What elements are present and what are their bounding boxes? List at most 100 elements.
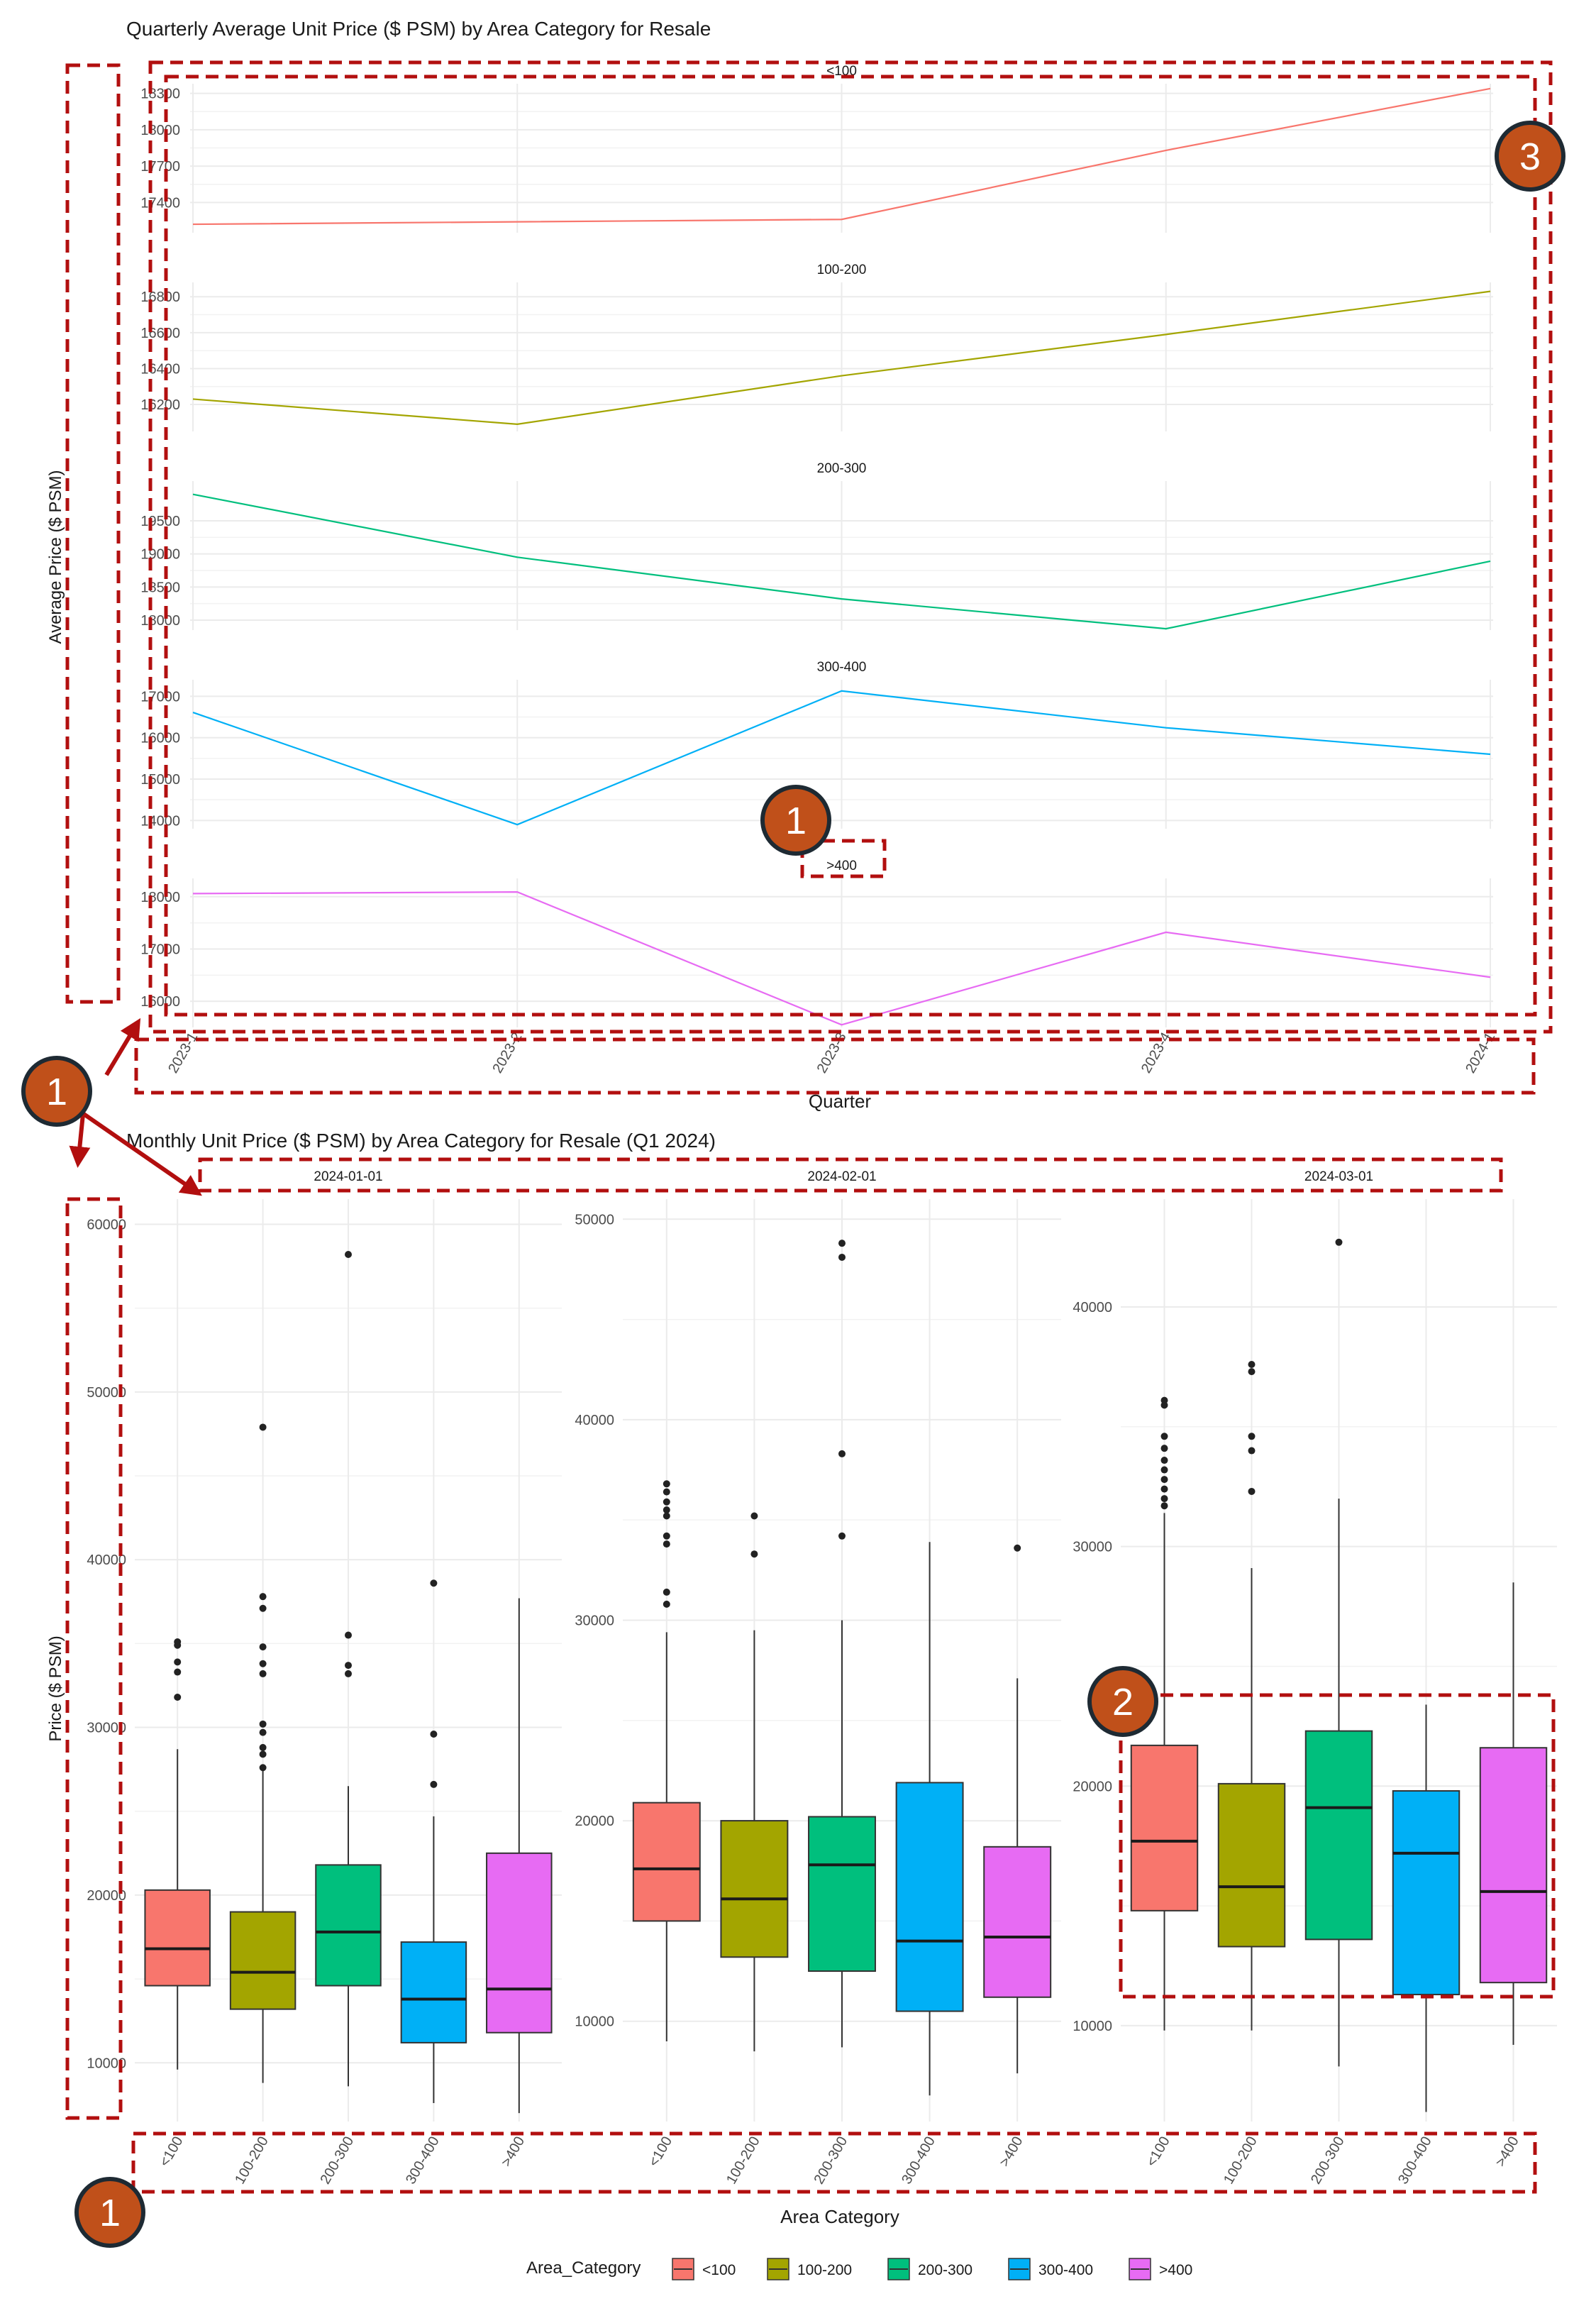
- outlier-point: [838, 1450, 846, 1457]
- y-tick-label: 16000: [140, 731, 180, 746]
- annotation-badge-1-axes: 1: [21, 1056, 92, 1127]
- outlier-point: [663, 1488, 670, 1496]
- y-tick-label: 20000: [1073, 1779, 1112, 1794]
- annotation-box-box-y-axis: [65, 1197, 123, 2120]
- y-tick-label: 50000: [575, 1212, 614, 1228]
- x-tick-label: 200-300: [1308, 2134, 1348, 2188]
- x-tick-label: >400: [997, 2134, 1026, 2170]
- x-tick-label: 300-400: [899, 2134, 938, 2188]
- box-iqr: [1304, 1730, 1373, 1941]
- box-iqr: [808, 1816, 876, 1973]
- outlier-point: [1160, 1502, 1168, 1510]
- outlier-point: [1248, 1447, 1256, 1455]
- y-tick-label: 18300: [140, 87, 180, 102]
- outlier-point: [1160, 1466, 1168, 1474]
- outlier-point: [430, 1780, 438, 1788]
- box-iqr: [632, 1802, 701, 1922]
- annotation-box-line-panels: [148, 60, 1553, 1034]
- box-chart-x-label: Area Category: [780, 2206, 899, 2227]
- badge-circle: [74, 2177, 145, 2248]
- outlier-point: [430, 1731, 438, 1738]
- outlier-point: [1160, 1396, 1168, 1404]
- x-tick-label: 2023-1: [165, 1030, 201, 1076]
- y-tick-label: 18000: [140, 890, 180, 905]
- y-tick-label: 30000: [1073, 1540, 1112, 1555]
- box-iqr: [1130, 1744, 1199, 1911]
- outlier-point: [1160, 1433, 1168, 1440]
- y-tick-label: 50000: [87, 1385, 126, 1401]
- y-tick-label: 16600: [140, 326, 180, 341]
- outlier-point: [663, 1588, 670, 1596]
- series-line-200-300: [192, 493, 1491, 630]
- legend-item-200-300: 200-300: [887, 2258, 972, 2280]
- annotation-box-iqr-region: [1119, 1693, 1556, 1999]
- y-tick-label: 40000: [575, 1413, 614, 1428]
- x-tick-label: 100-200: [1221, 2134, 1260, 2188]
- x-tick-label: 2023-2: [489, 1030, 525, 1076]
- facet-4: >400 16000 17000 18000: [140, 859, 1493, 1027]
- x-tick-label: >400: [1492, 2134, 1522, 2170]
- box-panel-strip-label: 2024-01-01: [314, 1169, 382, 1184]
- outlier-point: [430, 1579, 438, 1587]
- box-chart-title: Monthly Unit Price ($ PSM) by Area Categ…: [126, 1130, 716, 1152]
- outlier-point: [1248, 1433, 1256, 1440]
- x-tick-label: 2024-1: [1463, 1030, 1498, 1076]
- x-tick-label: 200-300: [811, 2134, 851, 2188]
- annotation-arrow: [69, 1106, 91, 1168]
- x-tick-label: 2023-4: [1138, 1030, 1174, 1076]
- outlier-point: [663, 1506, 670, 1514]
- x-tick-label: 200-300: [318, 2134, 358, 2188]
- facet-strip-label: 100-200: [817, 263, 867, 277]
- y-tick-label: 19000: [140, 547, 180, 563]
- outlier-point: [174, 1658, 182, 1666]
- outlier-point: [259, 1750, 267, 1758]
- outlier-point: [174, 1694, 182, 1701]
- y-tick-label: 10000: [1073, 2019, 1112, 2034]
- box-iqr: [1479, 1747, 1548, 1984]
- box-iqr: [229, 1911, 297, 2010]
- box-iqr: [895, 1782, 964, 2012]
- y-tick-label: 16000: [140, 994, 180, 1010]
- facet-3: 300-400 14000 15000 16000 17000: [140, 660, 1493, 829]
- annotation-box-line-y-axis: [65, 63, 121, 1004]
- annotation-badge-2: 2: [1087, 1666, 1158, 1737]
- x-tick-label: 300-400: [1395, 2134, 1435, 2188]
- box-iqr: [486, 1852, 553, 2034]
- annotation-box-line-x-axis: [134, 1037, 1536, 1095]
- y-tick-label: 17400: [140, 195, 180, 211]
- legend-item-<100: <100: [672, 2258, 736, 2280]
- x-tick-label: 300-400: [403, 2134, 443, 2188]
- legend-item-100-200: 100-200: [767, 2258, 852, 2280]
- box-iqr: [400, 1941, 467, 2043]
- outlier-point: [838, 1532, 846, 1540]
- outlier-point: [1160, 1457, 1168, 1464]
- box-panel-strip-label: 2024-02-01: [807, 1169, 876, 1184]
- annotation-badge-3: 3: [1495, 121, 1565, 192]
- outlier-point: [1160, 1476, 1168, 1484]
- y-tick-label: 17700: [140, 159, 180, 175]
- y-tick-label: 14000: [140, 813, 180, 829]
- x-tick-label: 100-200: [232, 2134, 272, 2188]
- legend-item-300-400: 300-400: [1008, 2258, 1093, 2280]
- facet-strip-label: >400: [826, 859, 857, 873]
- x-tick-label: 100-200: [724, 2134, 763, 2188]
- box-chart-y-label: Price ($ PSM): [46, 1635, 65, 1741]
- outlier-point: [345, 1670, 352, 1677]
- y-tick-label: 17000: [140, 942, 180, 957]
- annotation-badge-1-facet: 1: [760, 785, 831, 856]
- facet-2: 200-300 18000 18500 19000 19500: [140, 461, 1493, 630]
- legend-item->400: >400: [1129, 2258, 1192, 2280]
- y-tick-label: 10000: [87, 2056, 126, 2071]
- outlier-point: [345, 1251, 352, 1258]
- series-line-300-400: [192, 690, 1491, 826]
- outlier-point: [838, 1253, 846, 1261]
- outlier-point: [345, 1662, 352, 1670]
- legend-label: <100: [702, 2262, 736, 2278]
- outlier-point: [174, 1638, 182, 1645]
- outlier-point: [259, 1720, 267, 1728]
- y-tick-label: 16400: [140, 361, 180, 377]
- legend: Area_Category <100 100-200 200-300 300-400 >…: [526, 2258, 1192, 2280]
- box-100-200: 100-200: [229, 1423, 297, 2188]
- facet-1: 100-200 16200 16400 16600 16800: [140, 263, 1493, 431]
